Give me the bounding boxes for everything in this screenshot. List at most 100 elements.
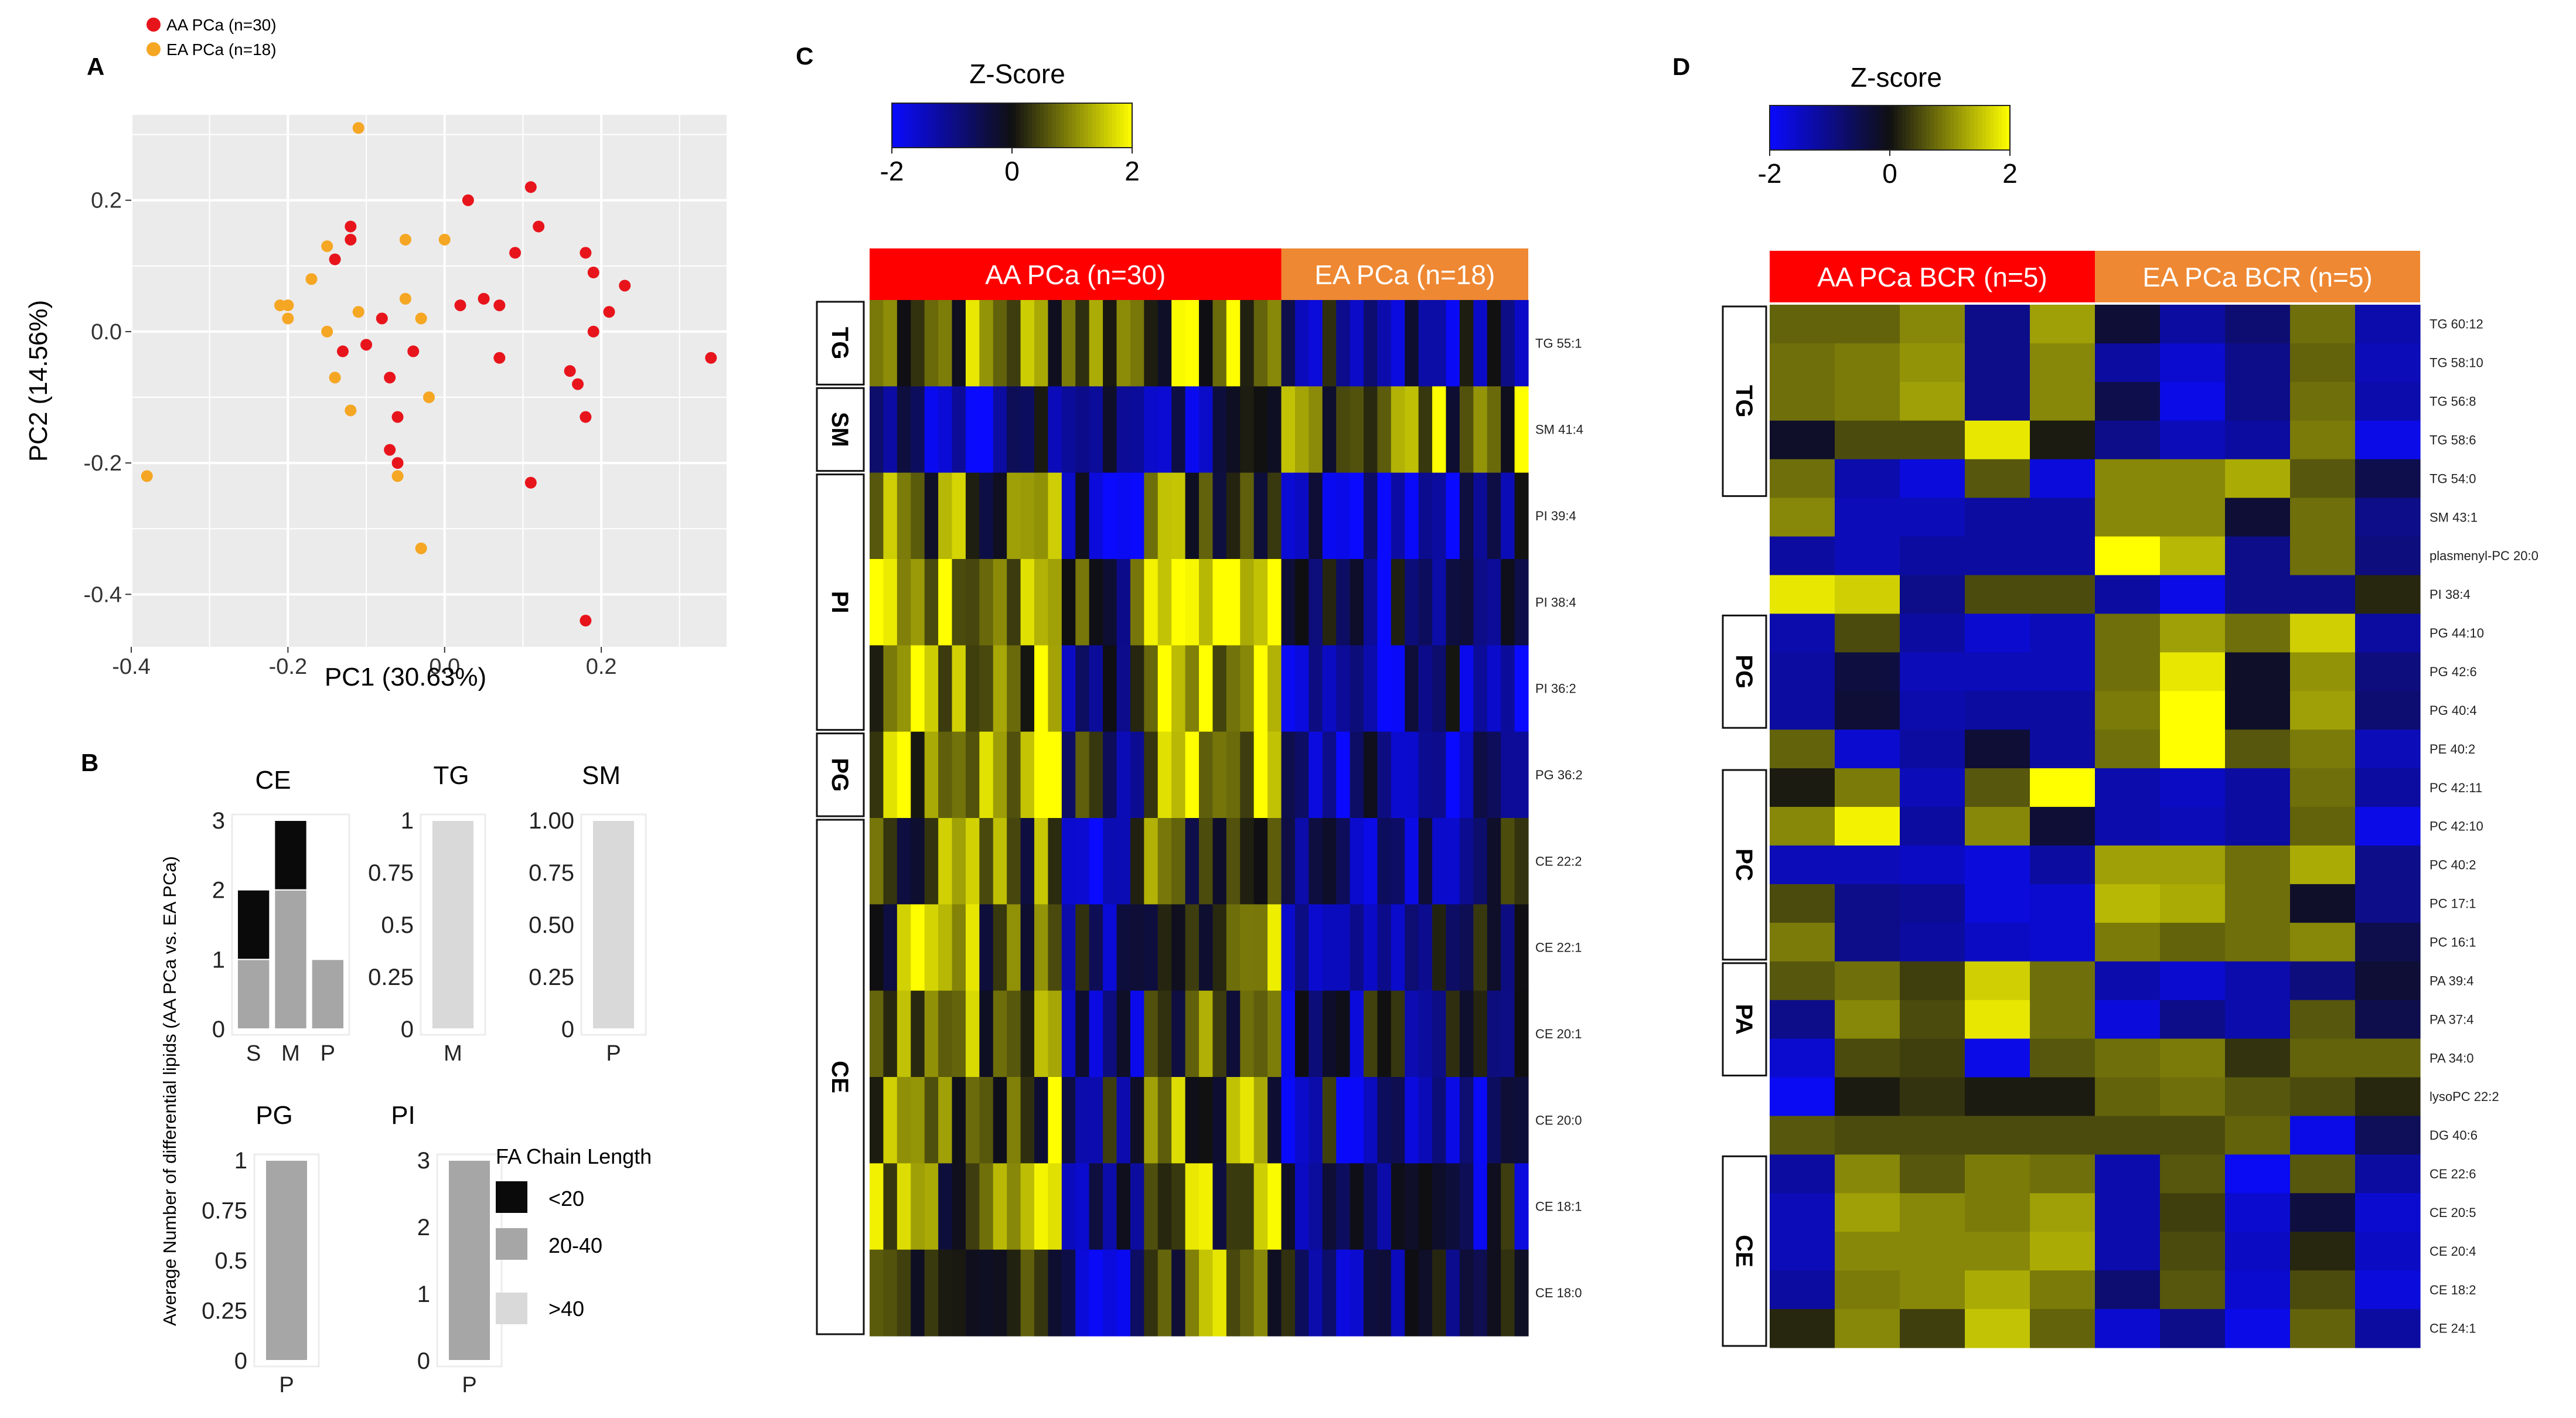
heatmap-cell xyxy=(1377,386,1392,473)
heatmap-cell xyxy=(1034,990,1049,1078)
heatmap-cell xyxy=(1514,1077,1529,1164)
heatmap-cell xyxy=(1336,1163,1351,1250)
row-group-box xyxy=(1722,305,1767,497)
heatmap-row-label: CE 22:2 xyxy=(1535,854,1582,868)
color-scale-step xyxy=(1044,103,1049,148)
heatmap-cell xyxy=(2290,381,2356,421)
color-scale-step xyxy=(1934,105,1938,150)
heatmap-cell xyxy=(1835,1038,1900,1078)
heatmap-cell xyxy=(2225,922,2291,962)
heatmap-cell xyxy=(1391,990,1405,1078)
color-scale-step xyxy=(980,103,985,148)
bar-segment-bar_lt20 xyxy=(274,820,308,891)
heatmap-cell xyxy=(1240,904,1255,991)
heatmap-cell xyxy=(1405,645,1419,732)
heatmap-cell xyxy=(1309,731,1323,819)
heatmap-cell xyxy=(1514,645,1529,732)
bar-y-tick-label: 0.5 xyxy=(214,1248,247,1274)
pca-points xyxy=(141,122,717,627)
heatmap-cell xyxy=(1459,1249,1474,1337)
color-scale-tick-label: 0 xyxy=(1004,156,1020,186)
heatmap-cell xyxy=(1144,1163,1158,1250)
heatmap-cell xyxy=(1391,1163,1405,1250)
color-scale-step xyxy=(1064,103,1069,148)
heatmap-cell xyxy=(2160,961,2226,1001)
heatmap-cell xyxy=(1350,1077,1364,1164)
heatmap-cell xyxy=(1253,386,1268,473)
heatmap-cell xyxy=(1157,818,1172,905)
heatmap-cell xyxy=(1377,1249,1392,1337)
heatmap-cell xyxy=(897,904,911,991)
heatmap-cell xyxy=(2355,1193,2421,1232)
heatmap-cell xyxy=(1336,731,1351,819)
heatmap-cell xyxy=(1212,990,1227,1078)
heatmap-cell xyxy=(1212,818,1227,905)
heatmap-cell xyxy=(2095,1232,2161,1271)
pca-x-tick-label: -0.4 xyxy=(112,655,150,679)
heatmap-cell xyxy=(1418,1249,1433,1337)
heatmap-cell xyxy=(2355,1309,2421,1348)
heatmap-cell xyxy=(1446,472,1460,560)
heatmap-cell xyxy=(1061,1249,1076,1337)
color-scale-step xyxy=(1060,103,1065,148)
heatmap-cell xyxy=(1900,768,1965,807)
heatmap-cell xyxy=(993,645,1007,732)
heatmap-cell xyxy=(1103,990,1117,1078)
heatmap-cell xyxy=(1309,904,1323,991)
heatmap-cell xyxy=(1473,1249,1488,1337)
heatmap-cell xyxy=(1501,990,1515,1078)
pca-point-ea xyxy=(415,542,427,554)
heatmap-cell xyxy=(2355,1116,2421,1155)
heatmap-cell xyxy=(1900,691,1965,730)
heatmap-cell xyxy=(1770,1116,1835,1155)
pca-point-aa xyxy=(493,299,506,312)
heatmap-cell xyxy=(952,472,966,560)
heatmap-cell xyxy=(1459,472,1474,560)
heatmap-row-label: PI 39:4 xyxy=(1535,509,1576,523)
heatmap-cell xyxy=(924,731,939,819)
heatmap-cell xyxy=(2355,536,2421,576)
heatmap-cell xyxy=(2160,575,2226,615)
heatmap-cell xyxy=(938,559,953,646)
heatmap-cell xyxy=(1253,904,1268,991)
heatmap-cell xyxy=(1048,731,1062,819)
heatmap-cell xyxy=(1199,904,1214,991)
color-scale-step xyxy=(1869,105,1875,150)
heatmap-cell xyxy=(1350,1163,1364,1250)
heatmap-cell xyxy=(1835,922,1900,962)
color-scale-step xyxy=(1770,105,1774,150)
heatmap-cell xyxy=(1487,472,1501,560)
heatmap-row-label: CE 20:1 xyxy=(1535,1027,1582,1041)
heatmap-cell xyxy=(938,904,953,991)
heatmap-cell xyxy=(2225,884,2291,923)
heatmap-cell xyxy=(1446,1077,1460,1164)
heatmap-cell xyxy=(2095,459,2161,499)
heatmap-cell xyxy=(1350,386,1364,473)
heatmap-cell xyxy=(1185,990,1200,1078)
heatmap-cell xyxy=(1294,1163,1309,1250)
heatmap-cell xyxy=(2225,536,2291,576)
heatmap-cell xyxy=(2225,691,2291,730)
heatmap-row-label: PI 36:2 xyxy=(1535,681,1576,696)
heatmap-cell xyxy=(1965,459,2030,499)
heatmap-cell xyxy=(1267,731,1282,819)
heatmap-row-label: TG 58:10 xyxy=(2430,356,2483,370)
heatmap-cell xyxy=(870,1249,884,1337)
color-scale-step xyxy=(899,103,905,148)
heatmap-cell xyxy=(1350,472,1364,560)
heatmap-cell xyxy=(979,1249,994,1337)
heatmap-cell xyxy=(952,990,966,1078)
heatmap-cell xyxy=(2225,613,2291,653)
heatmap-cell xyxy=(2095,652,2161,691)
heatmap-cell xyxy=(1034,818,1049,905)
heatmap-cell xyxy=(1157,1249,1172,1337)
heatmap-cell xyxy=(1770,768,1835,807)
heatmap-cell xyxy=(1144,904,1158,991)
heatmap-cell xyxy=(1061,904,1076,991)
heatmap-cell xyxy=(1501,904,1515,991)
heatmap-cell xyxy=(1103,300,1117,387)
heatmap-cell xyxy=(2290,305,2356,344)
heatmap-cell xyxy=(2225,420,2291,460)
heatmap-cell xyxy=(1432,645,1447,732)
heatmap-cell xyxy=(1281,559,1296,646)
